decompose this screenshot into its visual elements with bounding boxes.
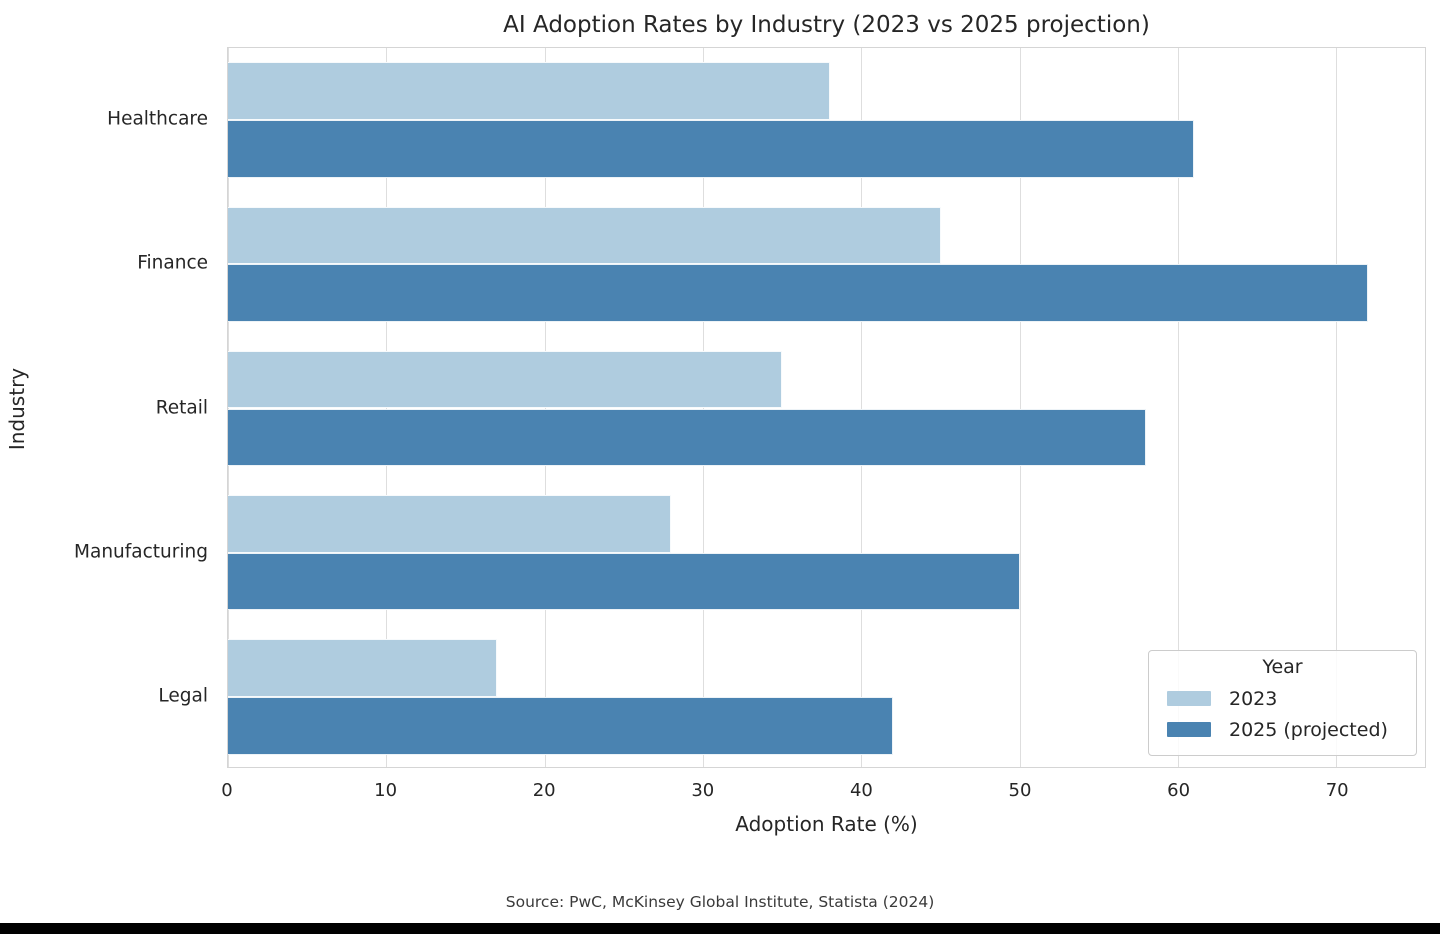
x-tick-60: 60 bbox=[1167, 780, 1191, 801]
bar-manufacturing-2025 bbox=[228, 552, 1020, 611]
bar-manufacturing-2023 bbox=[228, 495, 672, 553]
x-tick-40: 40 bbox=[849, 780, 873, 801]
legend-swatch-2025 bbox=[1167, 722, 1211, 737]
grid-line-70 bbox=[1336, 48, 1338, 767]
plot-area bbox=[227, 47, 1426, 768]
grid-line-60 bbox=[1178, 48, 1179, 767]
y-tick-manufacturing: Manufacturing bbox=[74, 541, 208, 563]
y-tick-legal: Legal bbox=[158, 685, 208, 707]
legend-item-2023: 2023 bbox=[1159, 683, 1406, 714]
bar-legal-2023 bbox=[228, 639, 498, 697]
chart-title: AI Adoption Rates by Industry (2023 vs 2… bbox=[503, 12, 1150, 38]
grid-line-50 bbox=[1019, 48, 1021, 767]
legend-swatch-2023 bbox=[1167, 691, 1211, 706]
grid-line-40 bbox=[861, 48, 863, 767]
bar-retail-2025 bbox=[228, 408, 1147, 467]
bar-legal-2025 bbox=[228, 696, 893, 755]
legend-item-2025: 2025 (projected) bbox=[1159, 714, 1406, 745]
x-axis-tick-labels: 0 10 20 30 40 50 60 70 bbox=[0, 780, 1440, 804]
x-tick-0: 0 bbox=[221, 780, 233, 801]
y-axis-tick-labels: Healthcare Finance Retail Manufacturing Lega… bbox=[0, 47, 227, 768]
legend-label-2025: 2025 (projected) bbox=[1229, 718, 1388, 741]
x-tick-70: 70 bbox=[1325, 780, 1349, 801]
x-axis-label: Adoption Rate (%) bbox=[735, 812, 918, 836]
bar-healthcare-2023 bbox=[228, 62, 830, 121]
bottom-black-bar bbox=[0, 923, 1440, 934]
legend-label-2023: 2023 bbox=[1229, 687, 1278, 710]
x-tick-20: 20 bbox=[532, 780, 556, 801]
legend-title: Year bbox=[1262, 656, 1303, 678]
source-note: Source: PwC, McKinsey Global Institute, … bbox=[505, 893, 935, 911]
y-tick-healthcare: Healthcare bbox=[107, 108, 208, 130]
y-tick-retail: Retail bbox=[155, 397, 208, 418]
bar-healthcare-2025 bbox=[228, 120, 1194, 178]
bar-finance-2023 bbox=[228, 206, 941, 265]
x-tick-50: 50 bbox=[1008, 780, 1032, 801]
y-tick-finance: Finance bbox=[137, 252, 208, 274]
bar-finance-2025 bbox=[228, 264, 1368, 322]
x-tick-30: 30 bbox=[691, 780, 715, 801]
legend: Year 2023 2025 (projected) bbox=[1148, 650, 1417, 756]
bar-retail-2023 bbox=[228, 350, 783, 409]
x-tick-10: 10 bbox=[374, 780, 398, 801]
